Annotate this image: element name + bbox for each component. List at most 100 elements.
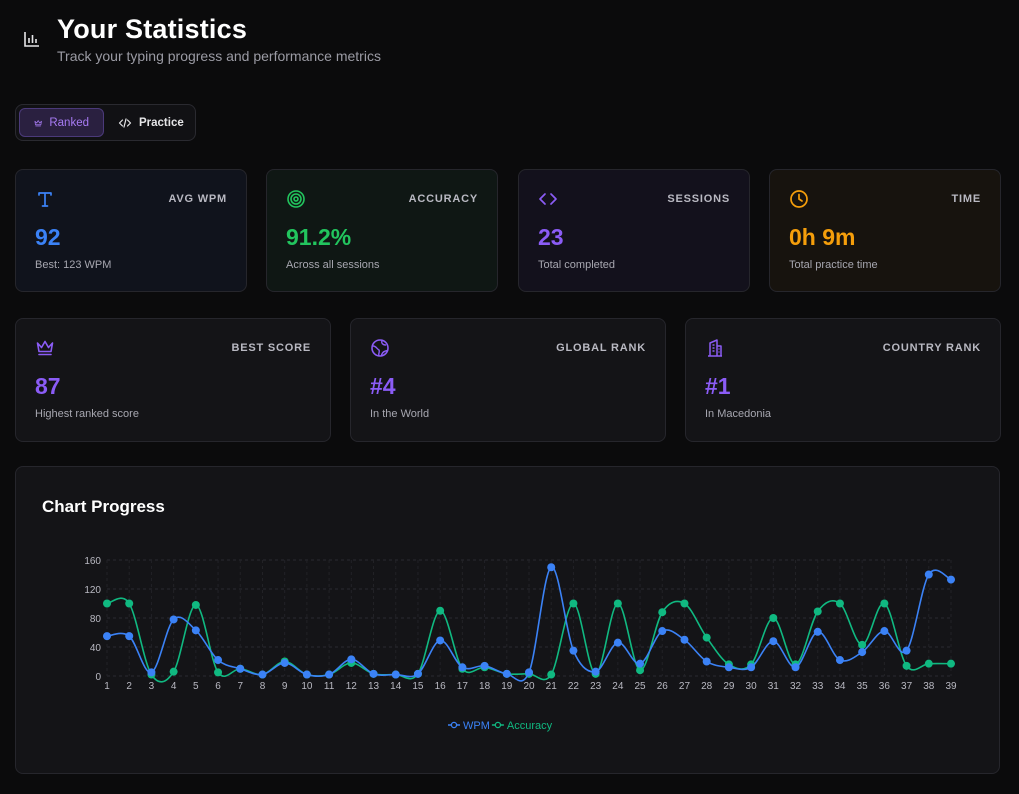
x-tick-label: 19 — [501, 681, 513, 692]
data-point-accuracy — [702, 633, 711, 642]
data-point-wpm — [436, 636, 445, 645]
data-point-wpm — [747, 663, 756, 672]
data-point-wpm — [169, 615, 178, 624]
y-tick-label: 40 — [90, 643, 102, 654]
data-point-wpm — [347, 655, 356, 664]
data-point-wpm — [813, 627, 822, 636]
type-icon — [38, 192, 52, 207]
data-point-accuracy — [769, 614, 778, 622]
accuracy-value: 91.2% — [286, 224, 352, 250]
data-point-wpm — [680, 635, 689, 644]
data-point-wpm — [458, 663, 467, 672]
best-score-label: BEST SCORE — [231, 342, 311, 354]
y-tick-label: 0 — [95, 672, 101, 683]
x-tick-label: 23 — [590, 681, 602, 692]
x-tick-label: 15 — [412, 681, 424, 692]
best-score-card: BEST SCORE 87 Highest ranked score — [15, 318, 331, 442]
x-tick-label: 10 — [301, 681, 313, 692]
data-point-accuracy — [636, 666, 645, 675]
ranked-tab-label: Ranked — [49, 116, 89, 129]
x-tick-label: 17 — [457, 681, 469, 692]
page-header: Your Statistics Track your typing progre… — [22, 12, 381, 64]
practice-tab[interactable]: Practice — [104, 108, 198, 137]
x-tick-label: 18 — [479, 681, 491, 692]
x-tick-label: 7 — [237, 681, 243, 692]
x-tick-label: 11 — [324, 681, 335, 692]
x-tick-label: 22 — [568, 681, 580, 692]
x-tick-label: 34 — [834, 681, 846, 692]
building-icon — [708, 339, 722, 357]
data-point-wpm — [880, 627, 889, 636]
data-point-wpm — [547, 563, 556, 572]
data-point-wpm — [769, 637, 778, 646]
data-point-accuracy — [613, 599, 622, 608]
global-rank-sub: In the World — [370, 408, 430, 420]
data-point-accuracy — [191, 600, 200, 609]
best-score-value: 87 — [35, 373, 61, 399]
x-tick-label: 6 — [215, 681, 221, 692]
data-point-wpm — [591, 667, 600, 676]
country-rank-card: COUNTRY RANK #1 In Macedonia — [685, 318, 1001, 442]
x-tick-label: 31 — [768, 681, 780, 692]
sessions-card: SESSIONS 23 Total completed — [518, 169, 750, 292]
x-tick-label: 37 — [901, 681, 913, 692]
data-point-wpm — [791, 663, 800, 672]
data-point-accuracy — [924, 659, 933, 668]
crown-icon — [34, 119, 42, 126]
avg-wpm-sub: Best: 123 WPM — [35, 259, 112, 271]
x-tick-label: 2 — [126, 681, 132, 692]
series-line-wpm — [106, 566, 952, 682]
x-tick-label: 13 — [368, 681, 380, 692]
globe-icon — [371, 339, 389, 357]
data-point-wpm — [391, 670, 400, 679]
avg-wpm-label: AVG WPM — [168, 193, 227, 205]
accuracy-label: ACCURACY — [408, 193, 478, 205]
data-point-wpm — [236, 664, 245, 673]
mode-toggle: Ranked Practice — [15, 104, 196, 141]
x-tick-label: 36 — [879, 681, 891, 692]
clock-icon — [790, 190, 808, 208]
data-point-accuracy — [880, 599, 889, 608]
time-sub: Total practice time — [789, 259, 878, 271]
x-tick-label: 16 — [435, 681, 447, 692]
x-tick-label: 30 — [746, 681, 758, 692]
x-tick-label: 8 — [260, 681, 266, 692]
page-title: Your Statistics — [57, 14, 248, 44]
ranked-tab[interactable]: Ranked — [19, 108, 104, 137]
x-tick-label: 3 — [149, 681, 155, 692]
avg-wpm-card: AVG WPM 92 Best: 123 WPM — [15, 169, 247, 292]
data-point-accuracy — [658, 608, 667, 617]
x-tick-label: 21 — [546, 681, 558, 692]
code-icon — [539, 193, 557, 205]
data-point-wpm — [302, 670, 311, 679]
data-point-wpm — [658, 627, 667, 636]
x-tick-label: 35 — [857, 681, 869, 692]
data-point-accuracy — [569, 599, 578, 608]
code-icon — [118, 117, 132, 128]
crown-icon — [36, 340, 54, 356]
data-point-wpm — [258, 670, 267, 679]
data-point-wpm — [613, 638, 622, 647]
best-score-sub: Highest ranked score — [35, 408, 139, 420]
data-point-wpm — [924, 570, 933, 579]
x-tick-label: 39 — [945, 681, 957, 692]
data-point-wpm — [835, 656, 844, 665]
x-tick-label: 26 — [657, 681, 669, 692]
time-value: 0h 9m — [789, 224, 856, 250]
sessions-sub: Total completed — [538, 259, 616, 271]
data-point-wpm — [147, 668, 156, 677]
x-tick-label: 38 — [923, 681, 935, 692]
data-point-wpm — [724, 663, 733, 672]
data-point-accuracy — [947, 659, 955, 668]
legend-marker-dot — [494, 721, 502, 729]
data-point-wpm — [502, 669, 511, 678]
data-point-wpm — [280, 658, 289, 667]
x-tick-label: 24 — [612, 681, 624, 692]
data-point-wpm — [702, 657, 711, 666]
country-rank-value: #1 — [705, 373, 731, 399]
country-rank-label: COUNTRY RANK — [882, 342, 981, 354]
data-point-accuracy — [680, 599, 689, 608]
data-point-wpm — [191, 626, 200, 635]
target-icon — [287, 190, 305, 208]
